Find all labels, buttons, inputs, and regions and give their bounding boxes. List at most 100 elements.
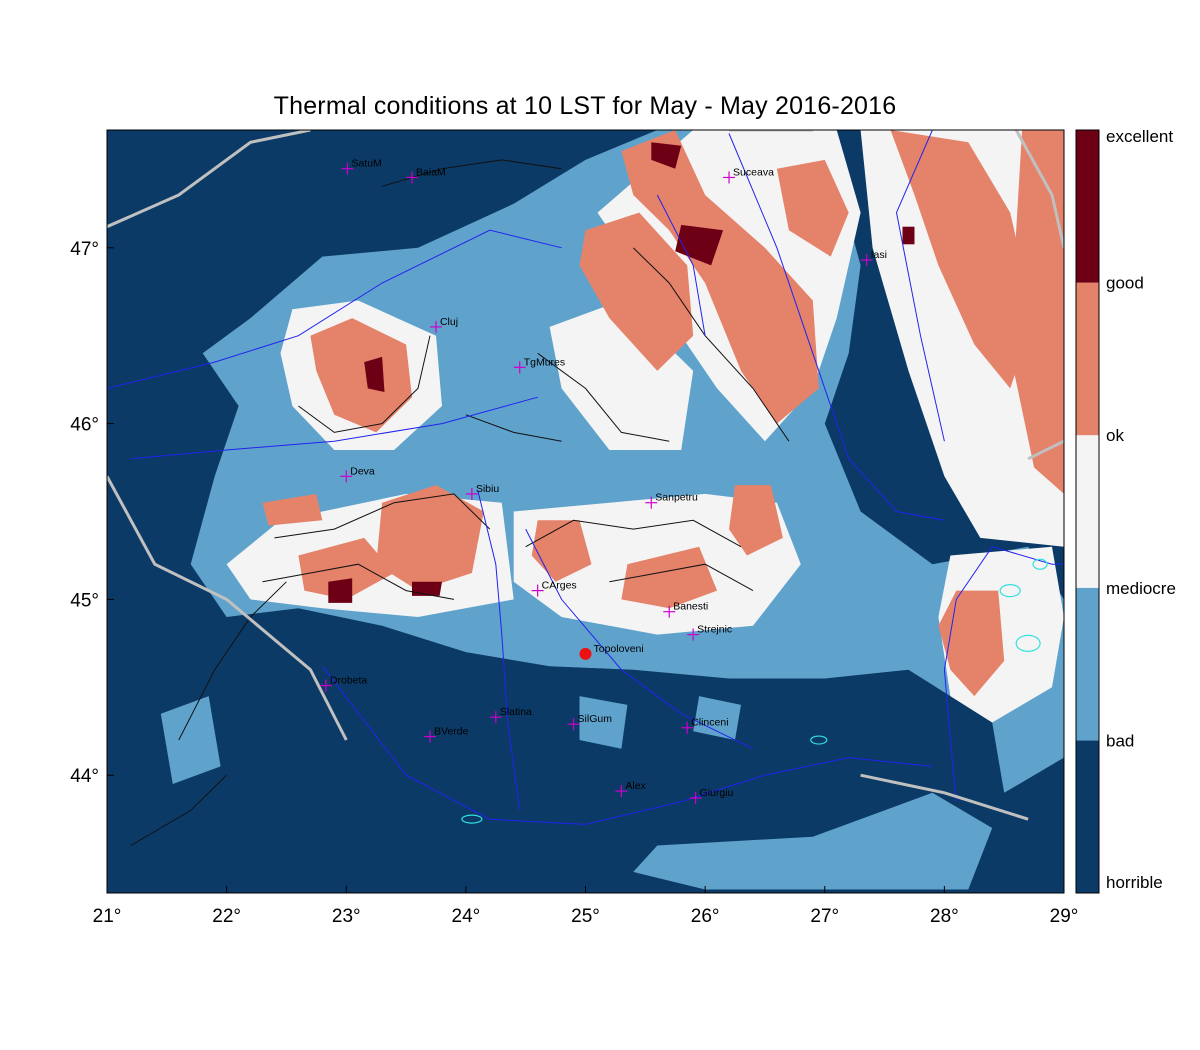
x-tick-label: 29°	[1050, 906, 1079, 927]
thermal-region-good	[902, 226, 915, 245]
thermal-region-ok	[579, 212, 694, 371]
x-tick-label: 26°	[691, 906, 720, 927]
station-marker-alex[interactable]: Alex	[615, 780, 647, 798]
lake-outline	[461, 814, 483, 824]
terrain-contour	[298, 335, 431, 433]
station-marker-carges[interactable]: CArges	[531, 580, 577, 597]
station-label: BVerde	[434, 726, 469, 738]
station-label: Strejnic	[697, 624, 732, 636]
station-label: Banesti	[673, 601, 708, 613]
map-plot-area[interactable]	[106, 129, 1065, 894]
national-border	[1014, 130, 1064, 249]
legend-label-horrible: horrible	[1106, 873, 1163, 892]
thermal-region-ok	[938, 590, 1005, 697]
legend-swatch-bad	[1076, 587, 1099, 741]
thermal-region-ok	[890, 130, 1035, 389]
highlight-station-topoloveni[interactable]: Topoloveni	[579, 643, 644, 660]
legend-swatch-horrible	[1076, 740, 1099, 893]
terrain-contour	[525, 519, 742, 548]
terrain-contour	[130, 774, 227, 846]
thermal-region-bad	[190, 130, 1064, 793]
thermal-region-ok	[776, 159, 849, 257]
terrain-contour	[262, 563, 454, 600]
station-marker-iasi[interactable]: Iasi	[860, 249, 887, 267]
lake-outline	[810, 735, 828, 745]
river-line	[107, 229, 562, 389]
thermal-region-good	[675, 224, 724, 266]
thermal-region-ok	[262, 493, 323, 526]
station-marker-tgmures[interactable]: TgMures	[513, 356, 565, 374]
station-marker-clinceni[interactable]: Clinceni	[681, 717, 729, 734]
x-tick-label: 21°	[93, 906, 122, 927]
station-label: Deva	[350, 465, 375, 477]
station-label: Slatina	[500, 706, 532, 718]
terrain-contour	[537, 352, 670, 442]
lake-outline	[999, 584, 1021, 598]
thermal-region-bad	[693, 696, 741, 740]
thermal-region-good	[412, 581, 442, 596]
thermal-region-bad	[579, 696, 628, 749]
station-label: TgMures	[524, 356, 565, 368]
station-marker-satum[interactable]: SatuM	[341, 158, 382, 175]
x-tick-label: 28°	[930, 906, 959, 927]
legend-swatch-ok	[1076, 282, 1099, 436]
terrain-contour	[274, 493, 491, 539]
thermal-region-bad	[160, 696, 221, 784]
x-tick-label: 25°	[571, 906, 600, 927]
thermal-region-ok	[621, 546, 718, 609]
station-label: Alex	[625, 780, 646, 792]
thermal-region-ok	[621, 130, 819, 424]
station-label: Iasi	[871, 249, 887, 261]
station-label: SilGum	[578, 713, 613, 725]
station-marker-strejnic[interactable]: Strejnic	[687, 624, 732, 641]
y-tick-label: 47°	[70, 239, 99, 260]
river-line	[943, 546, 1064, 802]
thermal-region-bad	[633, 792, 993, 890]
station-label: Sibiu	[476, 483, 500, 495]
lake-outline	[1015, 634, 1041, 652]
thermal-region-ok	[298, 537, 395, 600]
station-marker-giurgiu[interactable]: Giurgiu	[689, 787, 734, 805]
station-marker-drobeta[interactable]: Drobeta	[319, 675, 368, 692]
axis-ticks: 21° 22° 23° 24° 25° 26° 27° 28° 29° 44° 45° 46° 47°	[70, 239, 1078, 927]
terrain-contour	[609, 563, 754, 592]
y-tick-label: 45°	[70, 590, 99, 611]
station-marker-cluj[interactable]: Cluj	[429, 316, 458, 333]
x-tick-label: 24°	[452, 906, 481, 927]
station-marker-sanpetru[interactable]: Sanpetru	[645, 492, 698, 509]
thermal-region-ok	[310, 318, 412, 433]
legend-swatch-good	[1076, 130, 1099, 283]
station-label: BaiaM	[416, 166, 446, 178]
national-border	[860, 773, 1029, 821]
station-marker-sibiu[interactable]: Sibiu	[465, 483, 500, 500]
legend-swatch-mediocre	[1076, 435, 1099, 588]
legend-label-ok: ok	[1106, 426, 1124, 445]
station-marker-deva[interactable]: Deva	[340, 465, 375, 483]
river-line	[895, 130, 945, 442]
thermal-region-good	[364, 356, 385, 392]
river-line	[656, 194, 706, 336]
station-label: CArges	[542, 580, 577, 592]
station-marker-baiam[interactable]: BaiaM	[406, 166, 446, 184]
station-marker-banesti[interactable]: Banesti	[663, 601, 708, 618]
legend-label-mediocre: mediocre	[1106, 579, 1176, 598]
station-label: Clinceni	[691, 717, 728, 729]
station-marker-silgum[interactable]: SilGum	[567, 713, 613, 731]
national-border	[1027, 439, 1064, 461]
x-tick-label: 22°	[212, 906, 241, 927]
lake-outline	[1032, 558, 1048, 570]
x-tick-label: 27°	[810, 906, 839, 927]
legend-frame	[1075, 129, 1100, 894]
station-marker-suceava[interactable]: Suceava	[723, 166, 774, 184]
station-label: Giurgiu	[700, 787, 734, 799]
station-marker-bverde[interactable]: BVerde	[423, 726, 469, 743]
thermal-region-ok	[376, 485, 484, 591]
river-line	[728, 133, 945, 521]
y-tick-label: 44°	[70, 766, 99, 787]
legend-label-excellent: excellent	[1106, 127, 1173, 146]
station-marker-slatina[interactable]: Slatina	[489, 706, 532, 724]
terrain-contour	[178, 581, 287, 741]
thermal-region-good	[651, 142, 682, 169]
thermal-region-good	[328, 578, 353, 603]
